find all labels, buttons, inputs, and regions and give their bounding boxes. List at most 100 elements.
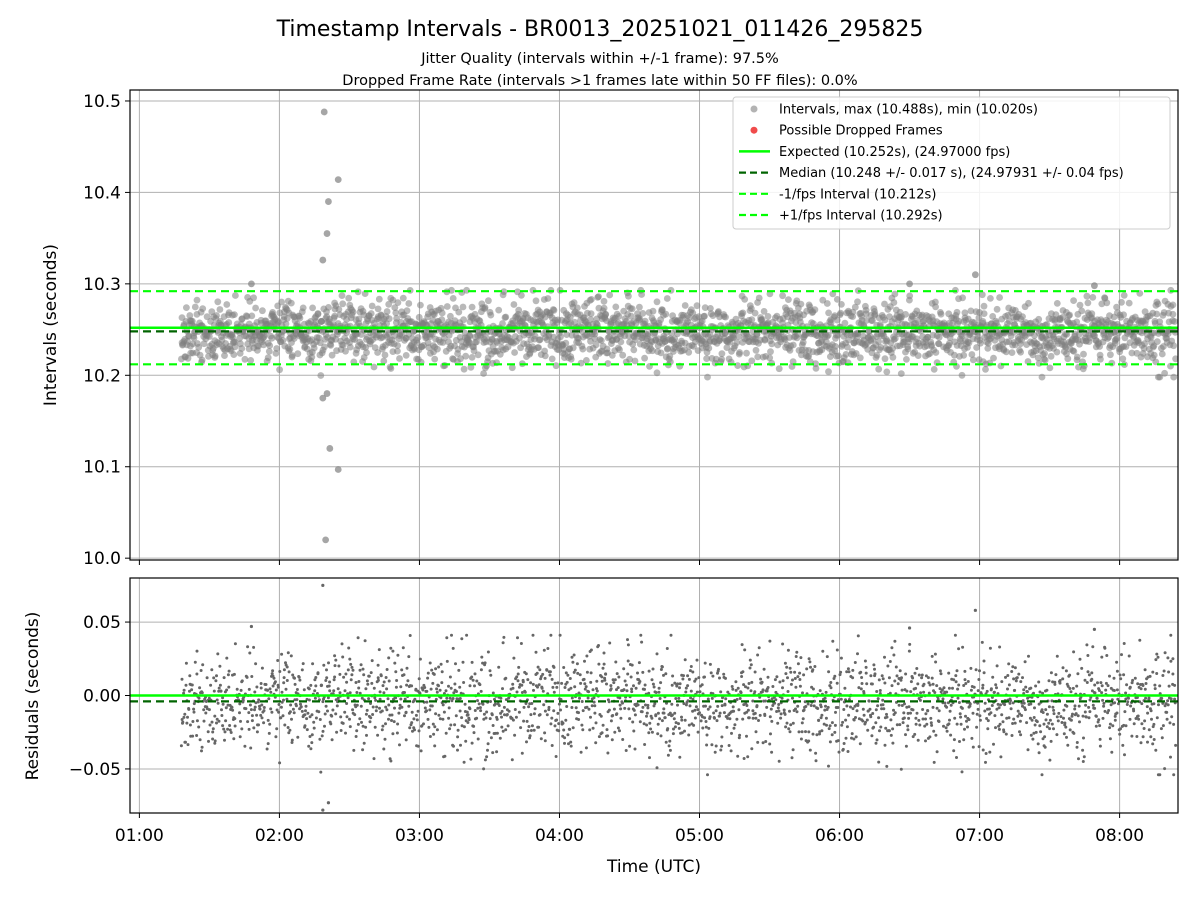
residual-point: [727, 744, 731, 747]
residual-point: [448, 675, 452, 679]
interval-point: [1119, 355, 1127, 363]
residual-point: [1116, 697, 1120, 701]
residual-point: [645, 714, 648, 718]
interval-point: [600, 304, 608, 312]
residual-point: [550, 677, 554, 681]
residual-point: [414, 713, 418, 717]
residual-point: [920, 676, 924, 680]
residual-point: [658, 697, 662, 700]
interval-point: [930, 366, 938, 373]
residual-point: [805, 667, 809, 671]
residual-point: [502, 635, 506, 639]
residual-point: [724, 676, 727, 680]
residual-point: [883, 681, 887, 685]
residual-point: [290, 738, 294, 742]
residual-point: [1122, 723, 1126, 727]
residual-point: [820, 713, 824, 717]
residual-point: [398, 703, 402, 707]
residual-point: [333, 664, 337, 668]
residual-point: [1029, 686, 1033, 690]
interval-point: [405, 300, 413, 307]
residual-point: [238, 735, 242, 739]
residual-point: [776, 721, 780, 725]
interval-point: [394, 299, 402, 306]
interval-point: [889, 353, 897, 361]
residual-point: [757, 719, 760, 722]
residual-point: [276, 659, 280, 662]
residual-point: [299, 705, 303, 709]
residual-point: [624, 683, 628, 687]
interval-point: [499, 320, 506, 327]
residual-point: [293, 676, 296, 680]
residual-point: [1048, 758, 1052, 762]
residual-point: [833, 730, 837, 734]
residual-point: [182, 688, 186, 692]
residual-point: [807, 739, 811, 743]
residual-point: [791, 748, 795, 752]
interval-point: [1169, 301, 1177, 309]
residual-point: [543, 709, 547, 713]
residual-point: [282, 676, 286, 680]
residual-point: [967, 718, 971, 722]
residual-point: [293, 682, 297, 686]
interval-point: [797, 300, 805, 308]
residual-point: [665, 647, 669, 650]
residual-point: [547, 708, 551, 712]
interval-point: [1064, 355, 1072, 363]
residual-point: [991, 675, 995, 679]
residual-point: [1090, 671, 1094, 675]
residual-point: [1085, 643, 1089, 647]
residual-point: [956, 687, 960, 691]
residual-point: [421, 688, 425, 692]
residual-point: [861, 707, 865, 711]
residual-point: [529, 729, 533, 732]
x-tick-label: 03:00: [395, 826, 444, 846]
residual-point: [221, 724, 225, 728]
interval-point: [567, 355, 575, 363]
residual-point: [1077, 704, 1081, 708]
residual-point: [623, 679, 627, 683]
residual-point: [807, 730, 811, 734]
residual-point: [769, 707, 773, 711]
residual-point: [595, 689, 599, 693]
residual-point: [584, 746, 588, 750]
residual-point: [963, 669, 967, 673]
interval-point: [969, 356, 977, 364]
residual-point: [426, 671, 430, 675]
residual-point: [258, 704, 261, 708]
residual-point: [736, 754, 740, 758]
residual-point: [586, 696, 590, 700]
residual-point: [401, 646, 405, 650]
residual-point: [786, 648, 790, 652]
residual-point: [1060, 721, 1064, 724]
residual-point: [943, 701, 947, 705]
residual-point: [305, 728, 309, 732]
residual-point: [697, 676, 701, 680]
residual-point: [212, 676, 216, 680]
residual-point: [1068, 673, 1072, 677]
interval-point: [569, 344, 577, 352]
residual-point: [632, 684, 635, 688]
residual-point: [884, 726, 888, 730]
residual-point: [457, 668, 461, 672]
interval-point: [955, 317, 963, 325]
residual-point: [1098, 744, 1102, 748]
interval-point: [1171, 318, 1178, 325]
residual-point: [438, 717, 442, 721]
residual-point: [834, 710, 837, 714]
residual-point: [684, 703, 688, 707]
residual-point: [599, 714, 603, 718]
residual-point: [872, 663, 876, 667]
residual-point: [1169, 659, 1173, 663]
residual-point: [1027, 654, 1030, 658]
residual-point: [363, 639, 367, 643]
residual-point: [426, 676, 430, 680]
residual-point: [307, 744, 311, 748]
residual-point: [637, 661, 641, 665]
interval-point: [515, 306, 523, 314]
residual-point: [1029, 733, 1033, 737]
residual-point: [844, 736, 848, 740]
residual-point: [1044, 718, 1048, 722]
residual-point: [722, 672, 726, 676]
residual-point: [744, 685, 747, 689]
